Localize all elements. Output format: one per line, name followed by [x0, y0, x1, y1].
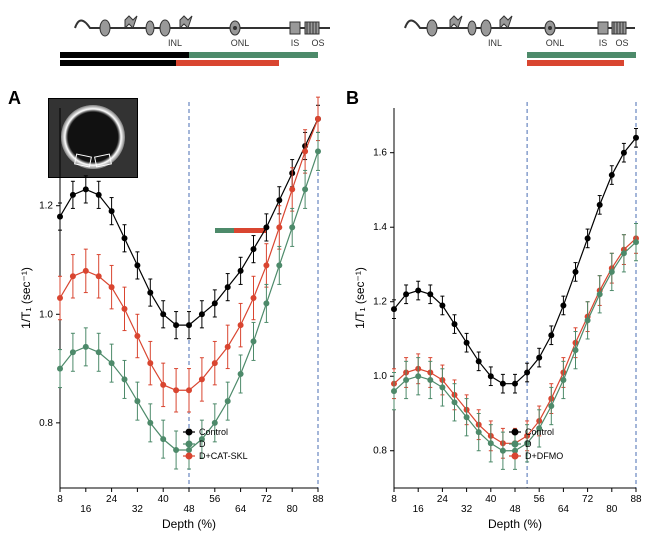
svg-text:D+CAT-SKL: D+CAT-SKL — [199, 451, 248, 461]
svg-text:80: 80 — [606, 504, 618, 515]
svg-text:72: 72 — [261, 494, 273, 505]
sch-label-os: OS — [311, 38, 324, 48]
svg-text:IS: IS — [599, 38, 608, 48]
svg-text:24: 24 — [106, 494, 118, 505]
svg-text:64: 64 — [235, 504, 247, 515]
svg-text:INL: INL — [488, 38, 502, 48]
sch-label-inl: INL — [168, 38, 182, 48]
chart-a: 0.8 1.0 1.2 8 16 24 32 40 48 56 64 72 80 88 1/T₁ (sec⁻… — [8, 88, 338, 538]
svg-text:Control: Control — [525, 427, 554, 437]
svg-text:1.0: 1.0 — [39, 309, 53, 320]
svg-text:88: 88 — [630, 494, 642, 505]
svg-text:16: 16 — [80, 504, 92, 515]
sch-label-onl: ONL — [231, 38, 250, 48]
svg-text:OS: OS — [615, 38, 628, 48]
retina-schematic-b: INL ONL IS OS — [400, 8, 650, 48]
topbars-b — [394, 52, 636, 82]
svg-text:1.4: 1.4 — [373, 222, 387, 233]
svg-text:Control: Control — [199, 427, 228, 437]
svg-text:56: 56 — [209, 494, 221, 505]
svg-text:1.2: 1.2 — [373, 297, 387, 308]
svg-text:1/T₁ (sec⁻¹): 1/T₁ (sec⁻¹) — [353, 267, 367, 329]
svg-text:8: 8 — [57, 494, 63, 505]
chart-b: 0.8 1.0 1.2 1.4 1.6 8 16 24 32 40 48 56 64 72 80 88 1/T₁… — [346, 88, 656, 538]
svg-text:48: 48 — [509, 504, 521, 515]
svg-text:32: 32 — [461, 504, 473, 515]
svg-text:Depth (%): Depth (%) — [488, 517, 542, 531]
svg-text:1.0: 1.0 — [373, 371, 387, 382]
svg-text:8: 8 — [391, 494, 397, 505]
svg-text:D+DFMO: D+DFMO — [525, 451, 563, 461]
svg-text:40: 40 — [485, 494, 497, 505]
svg-text:0.8: 0.8 — [373, 446, 387, 457]
svg-text:80: 80 — [287, 504, 299, 515]
svg-text:48: 48 — [183, 504, 195, 515]
topbars-a — [60, 52, 318, 82]
svg-text:0.8: 0.8 — [39, 418, 53, 429]
svg-text:88: 88 — [312, 494, 324, 505]
svg-text:64: 64 — [558, 504, 570, 515]
svg-text:40: 40 — [158, 494, 170, 505]
svg-text:1/T₁ (sec⁻¹): 1/T₁ (sec⁻¹) — [19, 267, 33, 329]
svg-text:Depth (%): Depth (%) — [162, 517, 216, 531]
retina-schematic-a: INL ONL IS OS — [70, 8, 350, 48]
svg-text:56: 56 — [534, 494, 546, 505]
svg-text:24: 24 — [437, 494, 449, 505]
svg-text:D: D — [525, 439, 532, 449]
svg-text:D: D — [199, 439, 206, 449]
svg-text:1.6: 1.6 — [373, 148, 387, 159]
svg-text:ONL: ONL — [546, 38, 565, 48]
svg-text:1.2: 1.2 — [39, 201, 53, 212]
svg-text:32: 32 — [132, 504, 144, 515]
svg-text:72: 72 — [582, 494, 594, 505]
sch-label-is: IS — [291, 38, 300, 48]
svg-text:16: 16 — [413, 504, 425, 515]
